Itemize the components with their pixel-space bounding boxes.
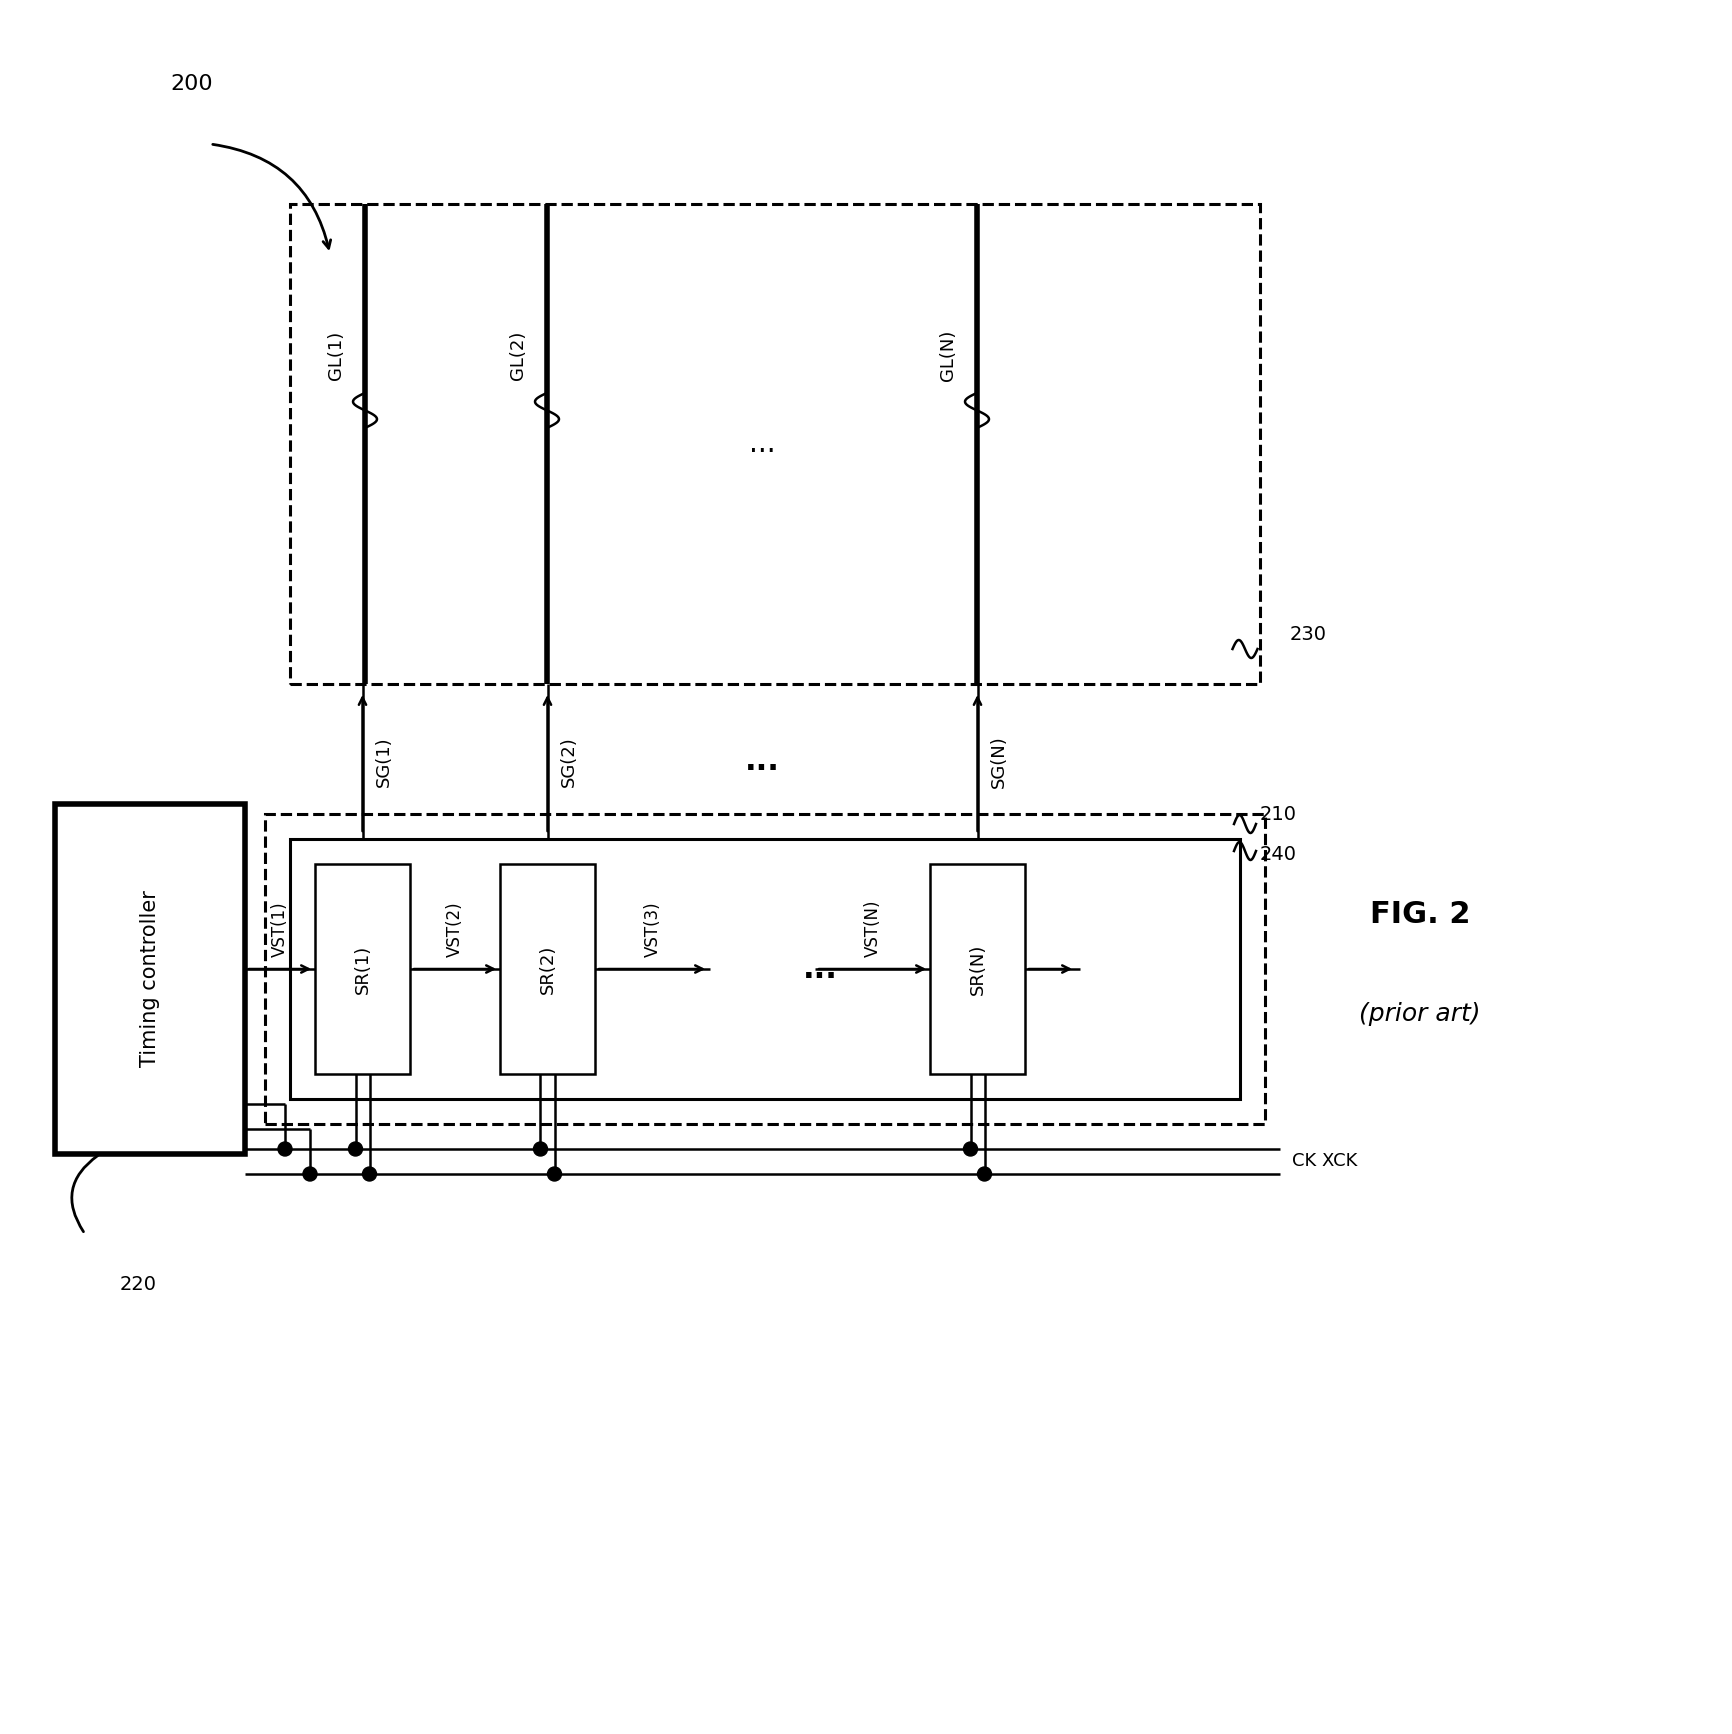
Text: 230: 230 xyxy=(1289,624,1327,643)
Text: SG(N): SG(N) xyxy=(989,735,1006,787)
Bar xyxy=(315,864,410,1073)
Bar xyxy=(289,205,1259,683)
Text: GL(1): GL(1) xyxy=(327,331,345,380)
Text: 240: 240 xyxy=(1259,844,1296,864)
Text: SR(2): SR(2) xyxy=(539,945,556,994)
Text: VST(N): VST(N) xyxy=(863,900,882,957)
Circle shape xyxy=(277,1143,291,1157)
Bar xyxy=(289,839,1240,1099)
Bar xyxy=(55,805,244,1155)
Circle shape xyxy=(963,1143,977,1157)
Text: GL(N): GL(N) xyxy=(939,329,956,381)
Text: ...: ... xyxy=(748,430,774,458)
Text: 210: 210 xyxy=(1259,805,1296,824)
Text: SG(1): SG(1) xyxy=(374,737,391,787)
Circle shape xyxy=(547,1167,561,1181)
Text: VST(1): VST(1) xyxy=(270,902,289,957)
Text: ...: ... xyxy=(802,954,837,983)
Circle shape xyxy=(533,1143,547,1157)
Bar xyxy=(930,864,1024,1073)
Text: CK XCK: CK XCK xyxy=(1292,1153,1356,1170)
Circle shape xyxy=(977,1167,991,1181)
Circle shape xyxy=(303,1167,317,1181)
Text: Timing controller: Timing controller xyxy=(140,891,159,1068)
Text: FIG. 2: FIG. 2 xyxy=(1368,900,1469,928)
Text: SR(1): SR(1) xyxy=(353,945,371,994)
Text: SG(2): SG(2) xyxy=(559,737,577,787)
Bar xyxy=(501,864,594,1073)
Text: SR(N): SR(N) xyxy=(968,943,986,995)
Text: VST(3): VST(3) xyxy=(643,902,662,957)
Circle shape xyxy=(362,1167,376,1181)
Text: 220: 220 xyxy=(120,1274,158,1294)
Text: 200: 200 xyxy=(170,75,213,94)
Text: GL(2): GL(2) xyxy=(509,331,527,380)
Circle shape xyxy=(348,1143,362,1157)
Text: VST(2): VST(2) xyxy=(445,902,464,957)
Bar xyxy=(265,813,1264,1124)
Text: ...: ... xyxy=(745,747,779,777)
Text: (prior art): (prior art) xyxy=(1358,1002,1479,1027)
